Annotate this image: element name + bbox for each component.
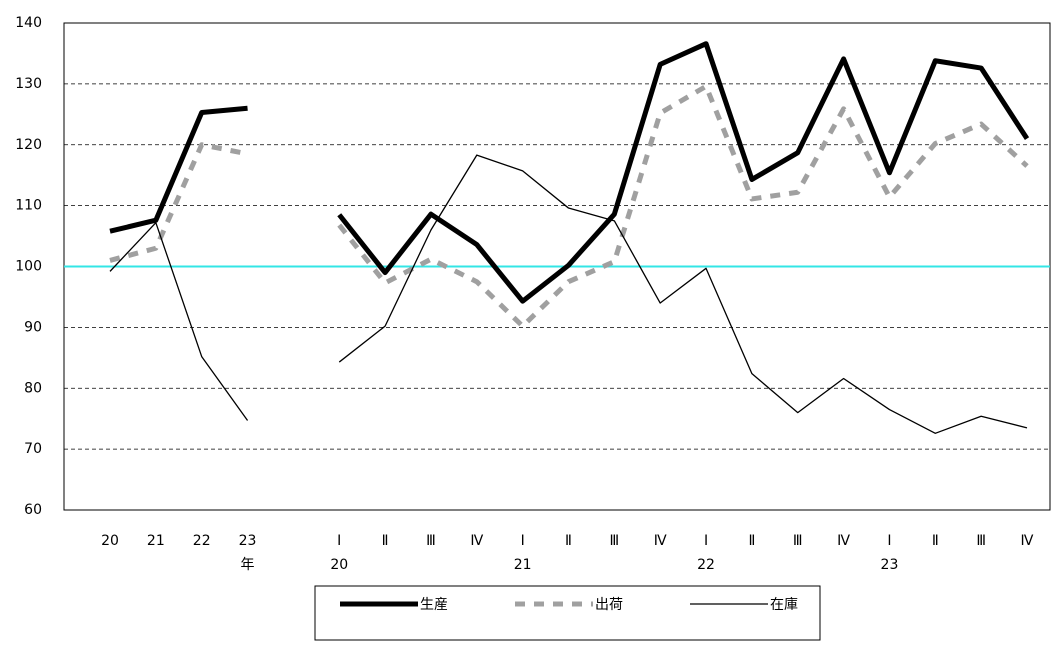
x-tick-label: Ⅳ xyxy=(470,533,483,549)
x-tick-label: Ⅲ xyxy=(793,533,803,549)
y-tick-label: 110 xyxy=(15,198,42,214)
y-tick-label: 120 xyxy=(15,137,42,153)
x-tick-label: Ⅰ xyxy=(887,533,891,549)
x-group-label: 20 xyxy=(330,557,348,573)
x-group-label: 22 xyxy=(697,557,715,573)
x-group-label: 21 xyxy=(514,557,532,573)
x-tick-label: Ⅰ xyxy=(521,533,525,549)
legend-box xyxy=(314,585,821,641)
y-tick-label: 60 xyxy=(24,502,42,518)
legend-label: 生産 xyxy=(420,597,448,613)
x-group-label: 23 xyxy=(881,557,899,573)
legend-label: 在庫 xyxy=(770,596,798,613)
x-tick-label: Ⅰ xyxy=(337,533,341,549)
series-line xyxy=(109,83,1029,329)
x-tick-label: Ⅰ xyxy=(704,533,708,549)
x-tick-label: Ⅲ xyxy=(610,533,620,549)
x-tick-label: Ⅳ xyxy=(654,533,667,549)
x-tick-label: 20 xyxy=(101,533,119,549)
x-tick-label: Ⅱ xyxy=(748,533,755,549)
x-tick-label: Ⅳ xyxy=(1021,533,1034,549)
series-line xyxy=(109,154,1028,434)
y-tick-label: 80 xyxy=(24,380,42,396)
x-tick-label: Ⅱ xyxy=(382,533,389,549)
x-tick-label: Ⅲ xyxy=(976,533,986,549)
x-group-label: 年 xyxy=(241,557,255,573)
y-tick-label: 130 xyxy=(15,76,42,92)
y-tick-label: 100 xyxy=(15,259,42,275)
x-tick-label: 21 xyxy=(147,533,165,549)
y-tick-label: 90 xyxy=(24,319,42,335)
x-tick-label: 23 xyxy=(239,533,257,549)
x-tick-label: Ⅲ xyxy=(426,533,436,549)
legend-label: 出荷 xyxy=(595,597,623,613)
x-tick-label: Ⅳ xyxy=(837,533,850,549)
x-tick-label: Ⅱ xyxy=(565,533,572,549)
y-tick-label: 70 xyxy=(24,441,42,457)
x-tick-label: 22 xyxy=(193,533,211,549)
y-tick-label: 140 xyxy=(15,15,42,31)
series-line xyxy=(109,41,1030,304)
x-tick-label: Ⅱ xyxy=(932,533,939,549)
